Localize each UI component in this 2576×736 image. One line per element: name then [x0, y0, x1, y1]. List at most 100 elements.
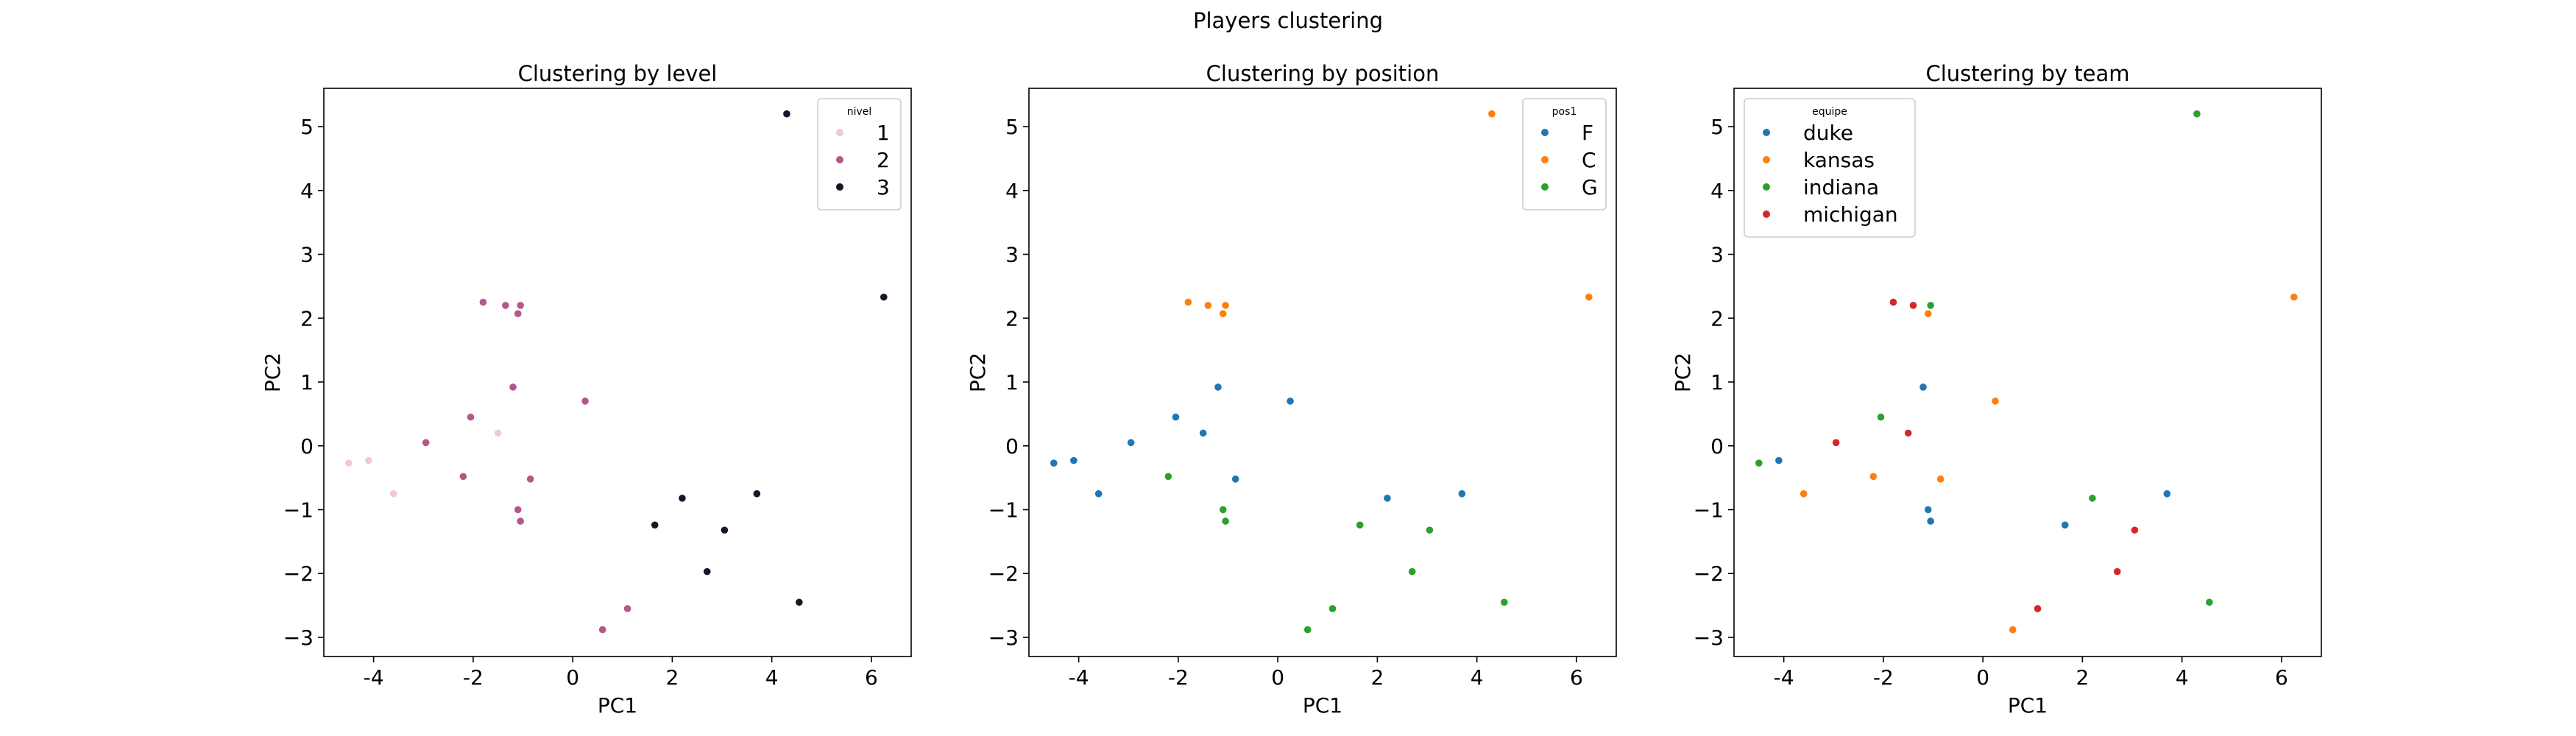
- y-tick-label: 1: [1005, 370, 1019, 394]
- data-point-duke: [1924, 506, 1932, 514]
- x-tick-label: 2: [1370, 665, 1384, 690]
- y-tick-label: −1: [1694, 498, 1724, 522]
- y-tick-label: −2: [283, 562, 314, 586]
- data-point-michigan: [1832, 439, 1840, 447]
- data-point-michigan: [2131, 526, 2139, 534]
- data-point-G: [1164, 473, 1172, 481]
- data-point-duke: [1919, 383, 1927, 391]
- x-tick-label: -2: [463, 665, 484, 690]
- data-point-kansas: [2009, 626, 2017, 634]
- data-point-F: [1070, 456, 1078, 464]
- axes-frame: [1028, 88, 1617, 657]
- data-point-kansas: [1924, 310, 1932, 317]
- data-point-F: [1127, 439, 1135, 447]
- data-point-F: [1231, 475, 1239, 483]
- data-point-kansas: [1936, 475, 1945, 483]
- data-point-duke: [2163, 490, 2171, 498]
- x-tick-label: 6: [1570, 665, 1583, 690]
- x-axis-label: PC1: [2008, 693, 2048, 718]
- data-point-G: [1219, 506, 1227, 514]
- data-point-3: [783, 110, 790, 118]
- panel-2: Clustering by position -4 -2 0 2 4 6 −3 −2 −1 0 1 2 3…: [966, 61, 1617, 718]
- data-point-2: [514, 506, 522, 514]
- data-point-indiana: [2089, 495, 2096, 502]
- data-point-michigan: [1909, 302, 1917, 309]
- y-tick-label: 4: [1005, 179, 1019, 203]
- legend-marker-G: [1541, 183, 1549, 191]
- legend-entry: F: [1582, 121, 1593, 145]
- data-point-kansas: [1869, 473, 1878, 481]
- x-tick-label: 4: [2176, 665, 2189, 690]
- data-point-C: [1204, 302, 1212, 309]
- data-point-indiana: [1927, 302, 1934, 309]
- data-point-2: [422, 439, 430, 447]
- legend-marker-1: [836, 129, 843, 136]
- y-axis-label: PC2: [261, 353, 285, 392]
- data-point-3: [721, 526, 729, 534]
- y-tick-label: 1: [300, 370, 314, 394]
- y-tick-label: 4: [300, 179, 314, 203]
- data-point-2: [509, 383, 517, 391]
- y-tick-label: −2: [1694, 562, 1724, 586]
- data-point-C: [1184, 298, 1192, 306]
- y-tick-label: 5: [1710, 115, 1724, 139]
- y-tick-label: 1: [1710, 370, 1724, 394]
- x-tick-label: -4: [1774, 665, 1794, 690]
- legend-marker-indiana: [1763, 183, 1770, 191]
- y-tick-label: 5: [1005, 115, 1019, 139]
- panel-3: Clustering by team -4 -2 0 2 4 6 −3 −2 −1 0 1 2 3 4 5 PC…: [1671, 61, 2322, 718]
- y-tick-label: −3: [988, 626, 1019, 650]
- data-point-G: [1303, 626, 1312, 634]
- data-point-3: [880, 293, 888, 301]
- data-point-indiana: [2206, 598, 2213, 606]
- data-point-C: [1585, 293, 1593, 301]
- y-tick-label: 3: [1710, 243, 1724, 267]
- data-point-kansas: [2290, 293, 2298, 301]
- data-point-michigan: [2034, 605, 2042, 612]
- figure-title: Players clustering: [1193, 8, 1383, 33]
- data-point-indiana: [1877, 413, 1885, 421]
- data-point-G: [1426, 526, 1434, 534]
- data-point-G: [1328, 605, 1337, 612]
- data-point-G: [1501, 598, 1508, 606]
- y-tick-label: 0: [1710, 434, 1724, 459]
- data-point-C: [1222, 302, 1229, 309]
- data-point-F: [1172, 413, 1180, 421]
- data-point-kansas: [1800, 490, 1808, 498]
- data-point-indiana: [1755, 459, 1763, 467]
- y-tick-label: −1: [988, 498, 1019, 522]
- data-point-2: [502, 302, 509, 309]
- panel-title: Clustering by position: [1206, 61, 1440, 86]
- x-tick-label: -2: [1873, 665, 1894, 690]
- legend-entry: 2: [877, 148, 890, 172]
- data-point-G: [1222, 517, 1229, 525]
- y-tick-label: −3: [283, 626, 314, 650]
- x-tick-label: 6: [865, 665, 878, 690]
- data-point-2: [517, 517, 524, 525]
- x-tick-label: 0: [1976, 665, 1989, 690]
- x-axis-label: PC1: [598, 693, 637, 718]
- data-point-1: [365, 456, 372, 464]
- data-point-michigan: [1904, 429, 1912, 437]
- x-tick-label: 2: [665, 665, 679, 690]
- data-point-1: [494, 429, 502, 437]
- x-tick-label: 4: [1471, 665, 1484, 690]
- data-point-duke: [1775, 456, 1783, 464]
- y-tick-label: 3: [1005, 243, 1019, 267]
- x-tick-label: -4: [364, 665, 384, 690]
- axes-frame: [1733, 88, 2322, 657]
- y-tick-label: −3: [1694, 626, 1724, 650]
- x-tick-label: 2: [2076, 665, 2089, 690]
- legend-marker-kansas: [1763, 156, 1770, 163]
- data-point-F: [1458, 490, 1466, 498]
- data-point-2: [623, 605, 631, 612]
- panel-1: Clustering by level -4 -2 0 2 4 6 −3 −2 −1 0 1 2 3 4 5 P…: [261, 61, 912, 718]
- data-point-3: [796, 598, 803, 606]
- legend-box: [1522, 98, 1607, 210]
- y-axis-label: PC2: [1671, 353, 1695, 392]
- data-point-2: [479, 298, 487, 306]
- data-point-1: [389, 490, 397, 498]
- legend: equipe duke kansas indiana michigan: [1744, 98, 1916, 238]
- data-point-2: [514, 310, 522, 317]
